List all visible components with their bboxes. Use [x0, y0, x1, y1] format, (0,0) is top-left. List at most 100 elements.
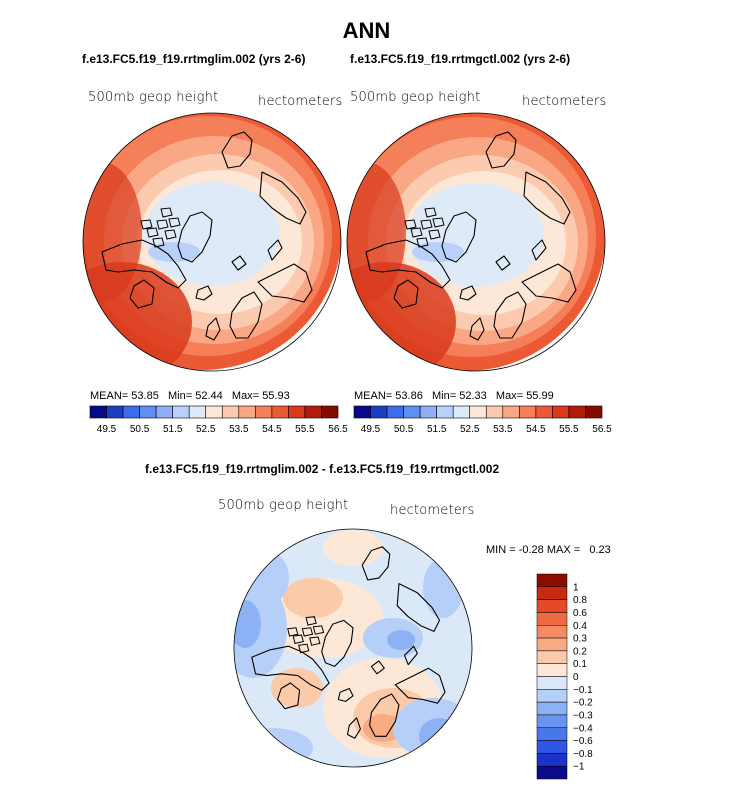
- left-coastline-6: [257, 263, 313, 303]
- right-stats: MEAN= 53.86 Min= 52.33 Max= 55.99: [354, 390, 554, 402]
- right-colorbar-box-8: [485, 405, 504, 419]
- diff-colorbar-tick-label: −0.6: [573, 736, 593, 747]
- right-coastline-2: [393, 279, 419, 309]
- diff-colorbar-box-6: [536, 650, 568, 664]
- diff-field-label: 500mb geop height: [218, 498, 349, 513]
- diff-colorbar-box-12: [536, 727, 568, 741]
- diff-coastline-4: [396, 583, 441, 632]
- left-warm-lobe-w: [83, 162, 142, 302]
- diff-colorbar-box-1: [536, 586, 568, 600]
- left-coastline-2: [129, 279, 155, 309]
- right-colorbar-box-3: [403, 405, 421, 419]
- diff-anomaly-8: [234, 600, 261, 648]
- left-panel-title: f.e13.FC5.f19_f19.rrtmglim.002 (yrs 2-6): [82, 52, 306, 66]
- diff-min-value: -0.28: [518, 544, 544, 556]
- left-colorbar-box-1: [106, 405, 124, 419]
- left-island-6: [160, 207, 173, 218]
- diff-coastline-0: [321, 619, 354, 667]
- right-coastline-10: [531, 239, 547, 261]
- diff-colorbar-tick-label: 0.4: [573, 621, 587, 632]
- diff-colorbar-tick-label: 0.1: [573, 659, 587, 670]
- diff-island-2: [309, 636, 321, 646]
- left-coastline-0: [177, 211, 213, 263]
- diff-coastline-7: [337, 687, 354, 702]
- diff-colorbar-box-13: [536, 740, 568, 754]
- diff-coastline-5: [369, 693, 400, 737]
- left-colorbar-tick-label: 53.5: [229, 424, 249, 435]
- diff-colorbar-box-15: [536, 765, 568, 780]
- left-colorbar-box-6: [188, 405, 207, 419]
- diff-anomaly-4: [363, 714, 403, 742]
- right-colorbar-box-12: [552, 405, 570, 419]
- right-min-value: 52.33: [459, 390, 487, 402]
- diff-colorbar-box-7: [536, 663, 568, 677]
- right-colorbar-box-5: [436, 405, 454, 419]
- diff-max-value: 0.23: [589, 544, 611, 556]
- diff-colorbar-tick-label: 0.3: [573, 634, 587, 645]
- right-island-0: [410, 227, 423, 238]
- diff-island-4: [287, 627, 299, 637]
- diff-colorbar: 1 0.8 0.6 0.4 0.30.2 0.1 0 −0.1 −0.2−0.3 −0.4 −0.6…: [536, 573, 593, 780]
- diff-coastline-3: [361, 546, 391, 581]
- right-island-6: [424, 207, 437, 218]
- right-colorbar-tick-label: 51.5: [427, 424, 447, 435]
- right-colorbar-tick-label: 52.5: [460, 424, 480, 435]
- right-coastline-5: [493, 291, 527, 339]
- left-colorbar-tick-label: 52.5: [196, 424, 216, 435]
- diff-colorbar-box-0: [536, 573, 568, 588]
- right-island-2: [428, 229, 441, 240]
- right-colorbar-tick-label: 55.5: [559, 424, 579, 435]
- left-units-label: hectometers: [258, 94, 343, 109]
- left-colorbar-box-7: [205, 405, 223, 419]
- right-colorbar-box-11: [535, 405, 553, 419]
- left-colorbar-box-12: [288, 405, 306, 419]
- diff-colorbar-tick-label: −0.4: [573, 723, 593, 734]
- diff-anomaly-13: [234, 728, 313, 767]
- diff-colorbar-box-10: [536, 701, 568, 716]
- left-min-label: Min=: [167, 390, 193, 402]
- left-island-5: [168, 217, 181, 228]
- left-mean-label: MEAN=: [90, 390, 129, 402]
- right-coastline-4: [523, 171, 571, 225]
- left-colorbar-tick-label: 49.5: [97, 424, 117, 435]
- right-panel-title: f.e13.FC5.f19_f19.rrtmgctl.002 (yrs 2-6): [350, 52, 571, 66]
- left-colorbar-tick-label: 56.5: [328, 424, 348, 435]
- diff-anomaly-10: [419, 718, 459, 754]
- left-colorbar-tick-label: 55.5: [295, 424, 315, 435]
- diff-island-6: [305, 616, 317, 626]
- right-mean-label: MEAN=: [354, 390, 393, 402]
- right-colorbar-tick-label: 50.5: [394, 424, 414, 435]
- right-field-label: 500mb geop height: [350, 90, 481, 105]
- left-island-2: [164, 229, 177, 240]
- diff-panel-title: f.e13.FC5.f19_f19.rrtmglim.002 - f.e13.F…: [145, 462, 500, 476]
- left-colorbar-box-0: [89, 405, 107, 419]
- diff-coastline-6: [394, 667, 446, 704]
- figure-title: ANN: [342, 18, 391, 43]
- diff-island-5: [312, 625, 325, 635]
- diff-anomaly-15: [249, 552, 289, 604]
- diff-coastline-10: [403, 645, 418, 666]
- right-colorbar-tick-label: 53.5: [493, 424, 513, 435]
- left-colorbar-box-4: [155, 405, 173, 419]
- diff-colorbar-box-5: [536, 637, 568, 652]
- left-max-label: Max=: [231, 390, 260, 402]
- left-island-3: [152, 237, 165, 248]
- right-coastline-1: [365, 239, 451, 289]
- right-island-4: [404, 219, 417, 230]
- diff-anomaly-3: [283, 578, 343, 618]
- left-field-label: 500mb geop height: [88, 90, 219, 105]
- left-cool-min: [148, 242, 200, 262]
- left-stats: MEAN= 53.85 Min= 52.44 Max= 55.93: [90, 390, 290, 402]
- left-coastline-7: [195, 285, 213, 301]
- right-colorbar: 49.5 50.5 51.5 52.5 53.5 54.5 55.5 56.5: [353, 405, 612, 435]
- right-mean-value: 53.86: [395, 390, 423, 402]
- diff-colorbar-tick-label: 0: [573, 672, 579, 683]
- right-field: [347, 113, 605, 371]
- right-coastline-8: [469, 317, 485, 341]
- left-colorbar-box-2: [122, 405, 140, 419]
- diff-colorbar-box-8: [536, 676, 568, 690]
- right-colorbar-tick-label: 54.5: [526, 424, 546, 435]
- diff-island-3: [298, 643, 310, 654]
- left-colorbar-box-5: [172, 405, 190, 419]
- right-units-label: hectometers: [522, 94, 607, 109]
